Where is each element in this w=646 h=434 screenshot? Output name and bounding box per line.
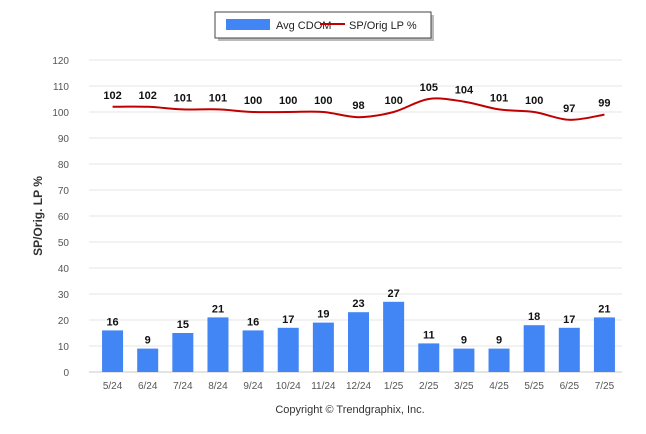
x-axis-ticks: 5/24 6/24 7/24 8/24 9/24 10/24 11/24 12/24 1/25 2… [103, 381, 615, 392]
bar [558, 327, 580, 372]
bar [488, 348, 510, 372]
bar-data-label: 17 [563, 314, 575, 326]
copyright-text: Copyright © Trendgraphix, Inc. [275, 404, 424, 416]
bar [312, 322, 334, 372]
line-data-label: 100 [384, 95, 402, 107]
bar [242, 330, 264, 372]
line-data-label: 101 [209, 92, 227, 104]
line-data-label: 100 [244, 95, 262, 107]
bar-data-label: 21 [598, 303, 610, 315]
bar [207, 317, 229, 372]
line-data-label: 99 [598, 98, 610, 110]
y-tick-label: 30 [58, 290, 70, 301]
bar-data-label: 9 [145, 335, 151, 347]
bar-data-label: 17 [282, 314, 294, 326]
bar-data-label: 9 [461, 335, 467, 347]
x-tick-label: 11/24 [311, 381, 336, 392]
bar-data-label: 16 [106, 316, 118, 328]
y-tick-label: 10 [58, 342, 70, 353]
bar-data-label: 23 [352, 298, 364, 310]
x-tick-label: 5/25 [524, 381, 544, 392]
bar [172, 333, 194, 372]
bar-data-label: 9 [496, 335, 502, 347]
x-tick-label: 5/24 [103, 381, 123, 392]
bar-data-label: 11 [423, 329, 435, 341]
y-tick-label: 60 [58, 212, 70, 223]
line-data-label: 100 [525, 95, 543, 107]
x-tick-label: 7/24 [173, 381, 193, 392]
line-data-label: 102 [103, 90, 121, 102]
bar [523, 325, 545, 372]
y-tick-label: 70 [58, 186, 70, 197]
bar-series [102, 301, 615, 372]
y-tick-label: 100 [52, 108, 69, 119]
line-data-label: 101 [174, 92, 192, 104]
legend: Avg CDOM SP/Orig LP % [214, 11, 434, 41]
line-data-label: 104 [455, 85, 474, 97]
line-data-labels: 102 102 101 101 100 100 100 98 100 105 104 101 100 97… [103, 82, 610, 115]
bar-data-labels: 16 9 15 21 16 17 19 23 27 11 9 9 18 17 21 [106, 288, 610, 347]
bar [277, 327, 299, 372]
legend-bar-swatch [226, 19, 270, 30]
y-axis-title: SP/Orig. LP % [31, 176, 45, 256]
x-tick-label: 9/24 [243, 381, 263, 392]
legend-line-label: SP/Orig LP % [349, 20, 417, 32]
x-tick-label: 10/24 [276, 381, 301, 392]
bar-data-label: 27 [388, 288, 400, 300]
x-tick-label: 3/25 [454, 381, 474, 392]
y-tick-label: 120 [52, 56, 69, 67]
line-data-label: 97 [563, 103, 575, 115]
y-axis-ticks: 0 10 20 30 40 50 60 70 80 90 100 110 120 [52, 56, 69, 379]
bar-data-label: 16 [247, 316, 259, 328]
x-tick-label: 7/25 [595, 381, 615, 392]
y-tick-label: 110 [53, 82, 69, 93]
bar [102, 330, 124, 372]
bar [453, 348, 475, 372]
x-tick-label: 2/25 [419, 381, 439, 392]
line-series [112, 97, 605, 121]
bar [383, 301, 405, 372]
x-tick-label: 6/25 [560, 381, 580, 392]
y-tick-label: 80 [58, 160, 70, 171]
x-tick-label: 1/25 [384, 381, 404, 392]
y-tick-label: 40 [58, 264, 70, 275]
bar-data-label: 18 [528, 311, 540, 323]
bar-data-label: 21 [212, 303, 224, 315]
bar-data-label: 15 [177, 319, 189, 331]
x-tick-label: 12/24 [346, 381, 371, 392]
y-tick-label: 0 [63, 368, 69, 379]
bar-data-label: 19 [317, 309, 329, 321]
line-data-label: 98 [352, 100, 364, 112]
x-tick-label: 6/24 [138, 381, 158, 392]
line-data-label: 100 [314, 95, 332, 107]
bar [593, 317, 615, 372]
line-data-label: 100 [279, 95, 297, 107]
x-tick-label: 4/25 [489, 381, 509, 392]
line-data-label: 105 [420, 82, 438, 94]
bar [348, 312, 369, 372]
bar [137, 348, 159, 372]
y-tick-label: 50 [58, 238, 70, 249]
bar [418, 343, 440, 372]
y-tick-label: 20 [58, 316, 70, 327]
line-data-label: 101 [490, 92, 508, 104]
legend-bar-label: Avg CDOM [276, 20, 331, 32]
y-tick-label: 90 [58, 134, 70, 145]
line-data-label: 102 [139, 90, 157, 102]
x-tick-label: 8/24 [208, 381, 228, 392]
